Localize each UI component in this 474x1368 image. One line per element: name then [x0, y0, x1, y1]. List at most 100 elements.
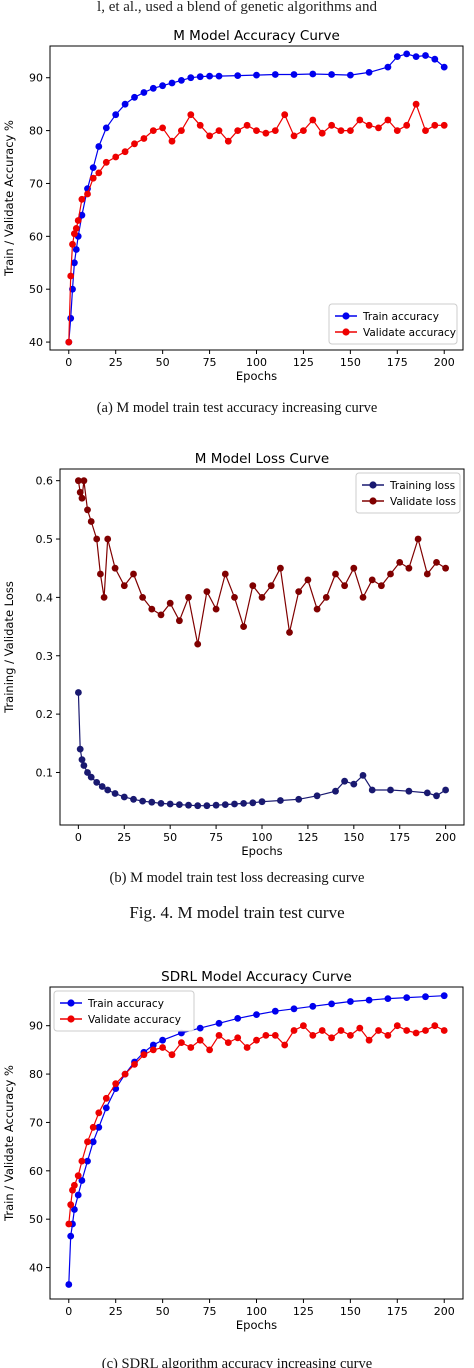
data-point	[215, 72, 223, 80]
data-point	[365, 996, 373, 1004]
data-point	[422, 127, 429, 134]
x-tick-label: 150	[340, 1305, 361, 1318]
data-point	[281, 111, 289, 119]
y-tick-label: 50	[29, 283, 43, 296]
legend-marker	[342, 312, 350, 320]
data-point	[95, 1109, 103, 1117]
data-point	[206, 72, 214, 80]
data-point	[350, 564, 358, 572]
chart-title: SDRL Model Accuracy Curve	[161, 969, 352, 985]
legend-marker	[67, 999, 75, 1007]
data-point	[84, 769, 91, 776]
data-point	[71, 1206, 78, 1213]
x-tick-label: 50	[156, 356, 170, 369]
data-point	[281, 1041, 289, 1049]
data-point	[112, 153, 120, 161]
data-point	[139, 594, 147, 601]
data-point	[422, 52, 429, 59]
data-point	[148, 798, 156, 806]
data-point	[253, 1036, 260, 1044]
data-point	[196, 121, 204, 129]
x-tick-label: 125	[293, 356, 314, 369]
data-point	[102, 1094, 110, 1102]
chart-m-model-accuracy: M Model Accuracy Curve 0 25 50 75 100 125 150 17…	[0, 24, 474, 390]
data-point	[111, 790, 119, 797]
data-point	[74, 1172, 82, 1180]
data-point	[309, 116, 317, 124]
data-point	[157, 611, 165, 619]
data-point	[423, 789, 431, 797]
caption-c: (c) SDRL algorithm accuracy increasing c…	[101, 1356, 373, 1368]
data-point	[93, 779, 101, 786]
data-point	[375, 1027, 382, 1034]
data-point	[365, 121, 373, 129]
data-point	[159, 1044, 167, 1051]
x-tick-label: 200	[434, 1305, 455, 1318]
data-point	[215, 127, 223, 134]
x-tick-label: 75	[203, 1305, 217, 1318]
data-point	[412, 1029, 420, 1037]
data-point	[139, 797, 147, 805]
data-point	[341, 582, 348, 590]
data-point	[72, 246, 80, 253]
data-point	[290, 132, 298, 140]
data-point	[328, 1000, 335, 1008]
data-point	[249, 799, 257, 807]
data-point	[267, 582, 275, 590]
data-point	[347, 998, 354, 1005]
x-tick-label: 150	[343, 831, 364, 844]
data-point	[384, 63, 392, 71]
data-point	[347, 71, 354, 79]
data-point	[212, 801, 220, 809]
data-point	[187, 74, 195, 82]
data-point	[84, 1138, 91, 1146]
data-point	[78, 211, 86, 219]
data-point	[440, 121, 448, 129]
data-point	[78, 494, 86, 502]
data-point	[332, 787, 339, 795]
chart-svg: SDRL Model Accuracy Curve 0 25 50 75 100 125 15…	[2, 969, 464, 1332]
data-point	[120, 793, 128, 801]
data-point	[249, 582, 257, 590]
x-tick-label: 100	[246, 356, 267, 369]
data-point	[253, 71, 260, 79]
data-point	[71, 1181, 78, 1189]
legend-box	[53, 990, 195, 1032]
data-point	[221, 801, 229, 808]
series-0	[65, 50, 448, 346]
data-point	[243, 121, 251, 129]
axes-frame	[59, 468, 465, 826]
data-point	[322, 594, 330, 601]
x-tick-label: 125	[297, 831, 318, 844]
data-point	[234, 127, 242, 134]
data-point	[309, 1032, 317, 1039]
data-point	[65, 1220, 73, 1228]
data-point	[104, 535, 112, 543]
y-tick-label: 0.4	[36, 591, 54, 604]
data-point	[100, 594, 108, 601]
series-1	[75, 477, 449, 648]
data-point	[422, 1027, 429, 1034]
data-point	[84, 506, 91, 514]
data-point	[356, 116, 364, 124]
data-point	[203, 802, 211, 810]
data-point	[240, 800, 248, 807]
x-tick-label: 150	[340, 356, 361, 369]
y-tick-label: 80	[29, 125, 43, 138]
data-point	[72, 225, 80, 232]
chart-svg: M Model Loss Curve 0 25 50 75 100 125 150 175 200…	[2, 451, 465, 858]
data-point	[140, 89, 148, 96]
data-point	[356, 1024, 364, 1032]
data-point	[69, 240, 76, 248]
data-point	[375, 124, 382, 132]
x-tick-label: 75	[209, 831, 223, 844]
data-point	[89, 1138, 97, 1146]
x-tick-label: 50	[156, 1305, 170, 1318]
data-point	[368, 576, 376, 584]
x-tick-label: 100	[252, 831, 273, 844]
data-point	[290, 1027, 298, 1034]
data-point	[74, 1191, 82, 1199]
data-point	[67, 1232, 75, 1240]
x-axis-label: Epochs	[236, 1318, 277, 1332]
data-point	[365, 1036, 373, 1044]
